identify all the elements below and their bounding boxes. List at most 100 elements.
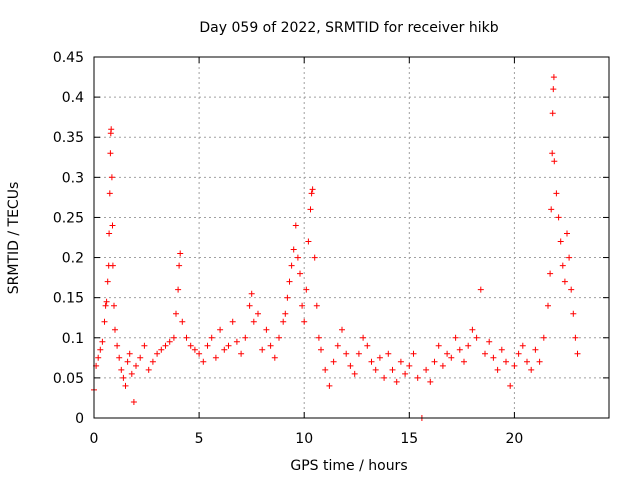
data-point xyxy=(299,302,306,309)
data-point xyxy=(339,326,345,333)
data-point xyxy=(128,370,135,377)
data-point xyxy=(204,342,211,349)
data-point xyxy=(524,358,530,365)
data-point xyxy=(548,206,555,213)
data-point xyxy=(444,350,451,357)
data-point xyxy=(511,362,518,369)
data-point xyxy=(179,318,186,325)
data-point xyxy=(111,302,117,309)
data-point xyxy=(486,338,493,345)
data-point xyxy=(166,338,173,345)
data-point xyxy=(564,230,570,237)
data-point xyxy=(259,346,266,353)
data-point xyxy=(177,250,184,257)
data-point xyxy=(343,350,350,357)
data-point xyxy=(130,399,137,405)
y-tick-label: 0.25 xyxy=(53,210,84,226)
data-point xyxy=(301,318,308,325)
data-point xyxy=(276,334,282,341)
data-point xyxy=(173,310,179,317)
data-point xyxy=(290,246,297,253)
data-point xyxy=(515,350,522,357)
data-point xyxy=(309,186,316,193)
data-point xyxy=(355,350,362,357)
y-tick-label: 0.45 xyxy=(53,50,84,66)
data-point xyxy=(255,310,261,317)
data-point xyxy=(402,370,409,377)
data-point xyxy=(503,358,509,365)
data-point xyxy=(547,270,554,277)
data-point xyxy=(490,354,497,361)
data-point xyxy=(545,302,551,309)
x-tick-label: 0 xyxy=(90,431,99,447)
data-point xyxy=(122,382,129,389)
data-point xyxy=(360,334,367,341)
data-point xyxy=(97,346,104,353)
data-point xyxy=(572,334,579,341)
data-point xyxy=(414,374,421,381)
data-point xyxy=(372,366,379,373)
plot-frame xyxy=(93,56,610,419)
data-point xyxy=(389,366,396,373)
data-point xyxy=(381,374,388,381)
x-tick-label: 20 xyxy=(505,431,523,447)
data-point xyxy=(238,350,245,357)
data-point xyxy=(368,358,375,365)
data-point xyxy=(229,318,236,325)
x-tick-label: 15 xyxy=(400,431,418,447)
data-point xyxy=(393,378,400,385)
data-point xyxy=(282,310,289,317)
data-point xyxy=(217,326,224,333)
x-tick-label: 10 xyxy=(295,431,313,447)
data-point xyxy=(107,150,114,157)
data-point xyxy=(158,346,165,353)
data-point xyxy=(482,350,488,357)
y-tick-label: 0.3 xyxy=(62,170,84,186)
data-point xyxy=(141,342,148,349)
data-point xyxy=(292,222,299,229)
data-point xyxy=(550,74,557,81)
data-point xyxy=(103,298,110,305)
data-point xyxy=(108,126,115,133)
data-point xyxy=(465,342,472,349)
data-point xyxy=(109,222,116,229)
data-point xyxy=(532,346,539,353)
data-point xyxy=(553,190,560,197)
data-point xyxy=(305,238,312,245)
x-tick-label: 5 xyxy=(195,431,204,447)
data-point xyxy=(315,334,322,341)
data-point xyxy=(246,302,253,309)
data-point xyxy=(334,342,341,349)
data-point xyxy=(288,262,295,269)
data-point xyxy=(154,350,161,357)
data-point xyxy=(126,350,133,357)
gridlines xyxy=(94,57,609,418)
data-point xyxy=(95,354,102,361)
data-point xyxy=(423,366,430,373)
data-point xyxy=(200,358,207,365)
data-point xyxy=(149,358,156,365)
data-point xyxy=(570,310,577,317)
data-point xyxy=(494,366,501,373)
data-point xyxy=(280,318,287,325)
data-point xyxy=(461,358,467,365)
data-point xyxy=(410,350,417,357)
y-tick-label: 0.4 xyxy=(62,90,84,106)
data-point xyxy=(187,342,194,349)
data-point xyxy=(208,334,215,341)
data-point xyxy=(106,190,113,197)
data-point xyxy=(221,346,228,353)
data-point xyxy=(397,358,404,365)
data-point xyxy=(116,354,123,361)
data-point xyxy=(431,358,438,365)
data-point xyxy=(473,334,480,341)
data-point xyxy=(242,334,249,341)
data-point xyxy=(308,190,315,197)
data-point xyxy=(271,354,278,361)
data-point xyxy=(551,158,558,165)
data-point xyxy=(364,342,371,349)
tick-labels: 0 5 10 15 20 0 0.05 0.1 0.15 0.2 0.25 0.3 0.35 0.4 0.4… xyxy=(53,50,523,447)
data-point xyxy=(456,346,463,353)
